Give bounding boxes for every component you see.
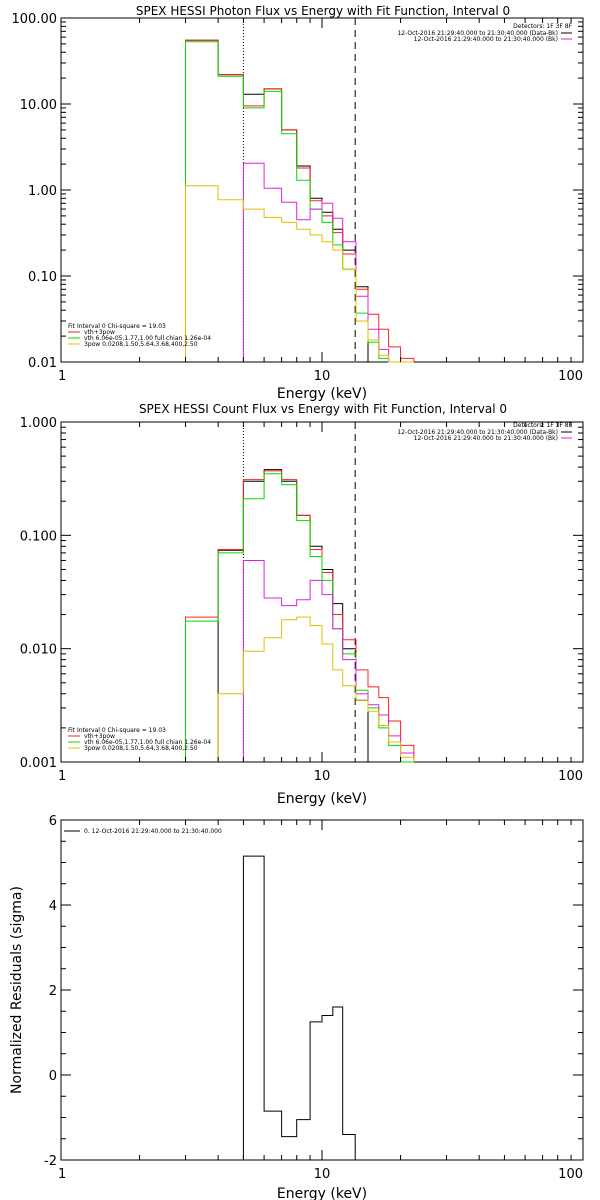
x-tick-label: 1 bbox=[58, 769, 66, 784]
series-line-1 bbox=[185, 39, 415, 362]
legend-entry: 0. 12-Oct-2016 21:29:40.000 to 21:30:40.… bbox=[84, 828, 222, 835]
y-tick-label: 6 bbox=[49, 814, 57, 829]
y-tick-label: 0 bbox=[49, 1069, 57, 1084]
detectors-label: Detectors: 1F 3F 8F bbox=[513, 422, 572, 429]
x-axis-label: Energy (keV) bbox=[277, 1186, 367, 1200]
y-tick-label: 2 bbox=[49, 984, 57, 999]
legend-intervals: 12-Oct-2016 21:29:40.000 to 21:30:40.000… bbox=[397, 429, 572, 442]
axis-ticks: 1 10 100 -2 0 2 4 6 bbox=[44, 814, 584, 1182]
legend-intervals: 12-Oct-2016 21:29:40.000 to 21:30:40.000… bbox=[397, 30, 572, 43]
legend: 0. 12-Oct-2016 21:29:40.000 to 21:30:40.… bbox=[64, 828, 222, 835]
legend-entry: 3pow 0.0208,1.50,5.64,3.68,400,2.50 bbox=[84, 341, 198, 348]
x-tick-label: 1 bbox=[58, 369, 66, 384]
legend-fit-info: Fit Interval 0 Chi-square = 19.03vth+3po… bbox=[68, 323, 211, 348]
photon-flux-panel: SPEX HESSI Photon Flux vs Energy with Fi… bbox=[12, 4, 584, 402]
legend-entry: 12-Oct-2016 21:29:40.000 to 21:30:40.000… bbox=[397, 30, 558, 37]
series-line-1 bbox=[185, 470, 415, 762]
y-tick-label: 1.00 bbox=[28, 184, 57, 199]
legend-entry: 12-Oct-2016 21:29:40.000 to 21:30:40.000… bbox=[414, 36, 558, 43]
x-tick-label: 10 bbox=[314, 369, 331, 384]
legend: Detectors: 1F 3F 8F 12-Oct-2016 21:29:40… bbox=[68, 422, 573, 752]
y-tick-label: 10.00 bbox=[20, 98, 57, 113]
axis-ticks: 1 10 100 0.001 0.010 0.100 1.000 bbox=[20, 416, 584, 784]
legend-entry: Fit Interval 0 Chi-square = 19.03 bbox=[68, 727, 166, 734]
residuals-panel: 1 10 100 -2 0 2 4 6 Energy (keV) Normalized Res… bbox=[9, 814, 584, 1200]
legend-entry: vth 6.06e-05,1.77,1.00 full chian 1.26e-… bbox=[84, 739, 211, 746]
legend: Detectors: 1F 3F 8F 12-Oct-2016 21:29:40… bbox=[68, 23, 573, 348]
series-line-4 bbox=[185, 185, 414, 363]
legend-entry: 3pow 0.0208,1.50,5.64,3.68,400,2.50 bbox=[84, 745, 198, 752]
legend-entry: 12-Oct-2016 21:29:40.000 to 21:30:40.000… bbox=[397, 429, 558, 436]
x-tick-label: 1 bbox=[58, 1167, 66, 1182]
y-tick-label: 1.000 bbox=[20, 416, 57, 431]
series-line-0 bbox=[242, 855, 356, 1160]
x-tick-label: 100 bbox=[558, 1167, 583, 1182]
y-tick-label: 100.00 bbox=[12, 12, 58, 27]
legend-fit-info: Fit Interval 0 Chi-square = 19.03vth+3po… bbox=[68, 727, 211, 752]
series-group bbox=[242, 855, 356, 1160]
y-axis-label: Normalized Residuals (sigma) bbox=[9, 886, 25, 1094]
panel-title: SPEX HESSI Photon Flux vs Energy with Fi… bbox=[136, 4, 510, 18]
y-tick-label: 0.010 bbox=[20, 643, 57, 658]
count-flux-panel: SPEX HESSI Count Flux vs Energy with Fit… bbox=[20, 402, 584, 807]
y-tick-label: 0.01 bbox=[28, 356, 57, 371]
energy-range-markers bbox=[242, 422, 356, 762]
legend-entry: 12-Oct-2016 21:29:40.000 to 21:30:40.000… bbox=[414, 435, 558, 442]
series-line-4 bbox=[217, 616, 415, 762]
y-tick-label: -2 bbox=[44, 1154, 57, 1169]
y-tick-label: 0.001 bbox=[20, 756, 57, 771]
legend-entry: Fit Interval 0 Chi-square = 19.03 bbox=[68, 323, 166, 330]
x-axis-label: Energy (keV) bbox=[277, 791, 367, 807]
panel-title: SPEX HESSI Count Flux vs Energy with Fit… bbox=[139, 402, 507, 416]
x-tick-label: 10 bbox=[314, 1167, 331, 1182]
legend-entry: vth+3pow bbox=[84, 329, 115, 336]
legend-intervals: 0. 12-Oct-2016 21:29:40.000 to 21:30:40.… bbox=[64, 828, 222, 835]
y-tick-label: 0.10 bbox=[28, 270, 57, 285]
x-tick-label: 100 bbox=[558, 369, 583, 384]
legend-entry: vth 6.06e-05,1.77,1.00 full chian 1.26e-… bbox=[84, 335, 211, 342]
y-tick-label: 0.100 bbox=[20, 529, 57, 544]
x-tick-label: 10 bbox=[314, 769, 331, 784]
axis-ticks: 1 10 100 0.01 0.10 1.00 10.00 100.00 bbox=[12, 12, 584, 384]
x-axis-label: Energy (keV) bbox=[277, 386, 367, 402]
legend-entry: vth+3pow bbox=[84, 733, 115, 740]
series-group bbox=[185, 469, 415, 763]
series-group bbox=[185, 39, 415, 363]
detectors-label: Detectors: 1F 3F 8F bbox=[513, 23, 572, 30]
y-tick-label: 4 bbox=[49, 899, 57, 914]
x-tick-label: 100 bbox=[558, 769, 583, 784]
